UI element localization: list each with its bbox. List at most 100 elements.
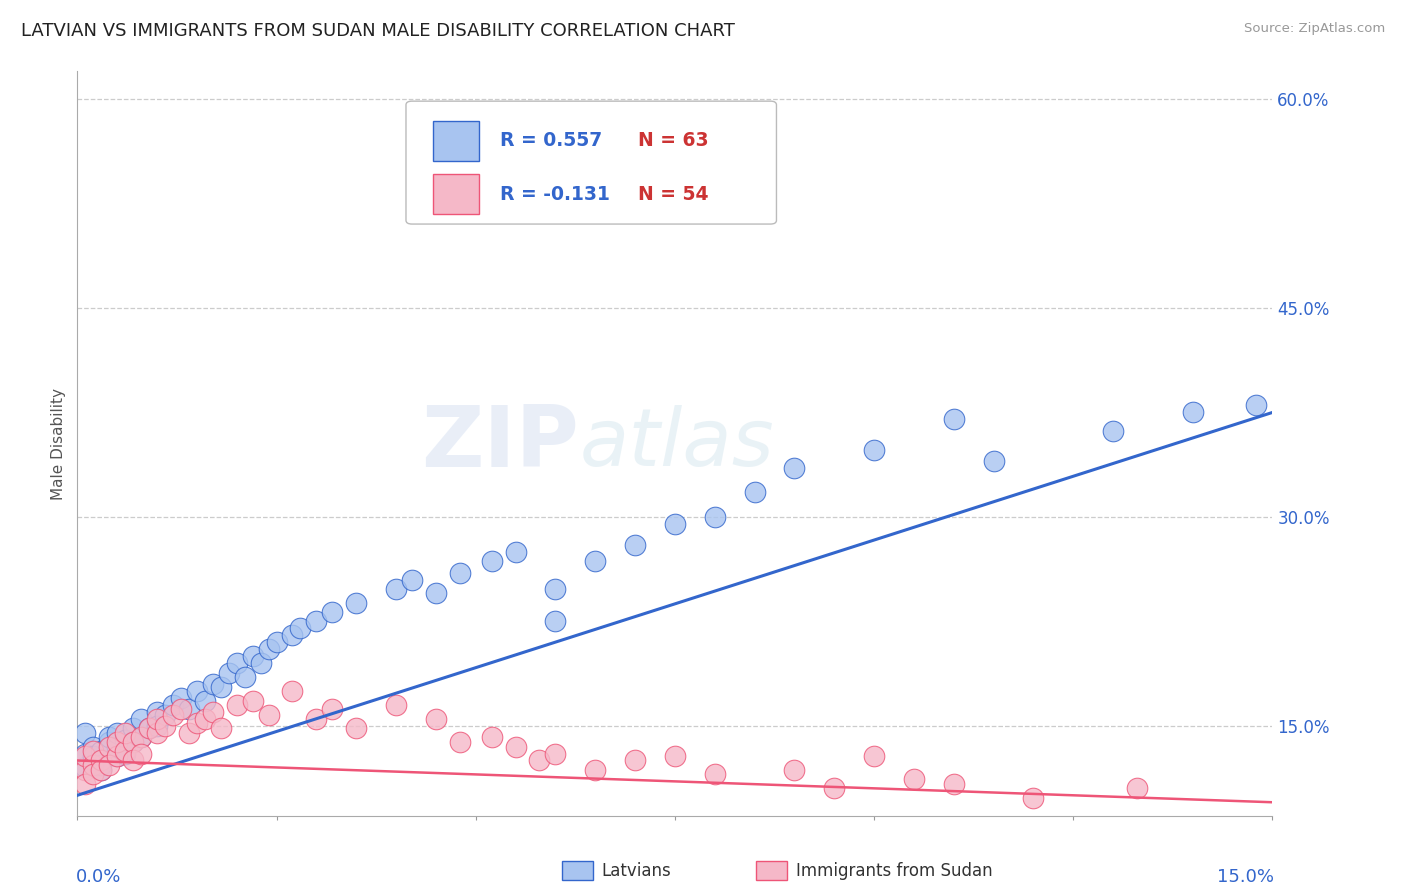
Point: [75, 760, 97, 774]
Point: [744, 484, 766, 499]
Point: [942, 412, 965, 426]
Text: atlas: atlas: [579, 405, 775, 483]
Point: [138, 722, 160, 736]
Text: Latvians: Latvians: [602, 862, 672, 880]
Text: LATVIAN VS IMMIGRANTS FROM SUDAN MALE DISABILITY CORRELATION CHART: LATVIAN VS IMMIGRANTS FROM SUDAN MALE DI…: [21, 22, 735, 40]
Point: [257, 707, 280, 722]
Point: [98, 739, 121, 754]
Point: [146, 712, 169, 726]
Point: [583, 554, 606, 568]
Point: [98, 757, 121, 772]
Point: [266, 635, 288, 649]
Point: [233, 670, 256, 684]
Point: [146, 725, 169, 739]
Text: 0.0%: 0.0%: [76, 868, 121, 887]
Point: [249, 656, 271, 670]
Text: Source: ZipAtlas.com: Source: ZipAtlas.com: [1244, 22, 1385, 36]
Point: [98, 735, 121, 749]
Point: [194, 693, 217, 707]
Point: [138, 722, 160, 736]
Point: [703, 509, 725, 524]
Point: [529, 754, 551, 768]
Point: [385, 582, 408, 597]
Text: R = 0.557: R = 0.557: [501, 131, 603, 150]
Point: [170, 702, 193, 716]
Point: [983, 454, 1005, 468]
Point: [449, 735, 471, 749]
Point: [257, 642, 280, 657]
Point: [903, 772, 925, 786]
Point: [544, 747, 567, 761]
Point: [281, 684, 304, 698]
Point: [82, 767, 104, 781]
Point: [90, 744, 112, 758]
Point: [664, 516, 686, 531]
Point: [129, 730, 152, 744]
Point: [122, 754, 145, 768]
Point: [177, 725, 200, 739]
Point: [75, 725, 97, 739]
Point: [201, 677, 224, 691]
Point: [90, 754, 112, 768]
Point: [75, 777, 97, 791]
Point: [863, 443, 886, 458]
Point: [344, 596, 367, 610]
Point: [385, 698, 408, 712]
Point: [401, 573, 423, 587]
Point: [583, 763, 606, 777]
Point: [90, 757, 112, 772]
Point: [105, 725, 128, 739]
FancyBboxPatch shape: [433, 174, 479, 214]
Point: [82, 749, 104, 764]
Point: [90, 763, 112, 777]
Point: [1126, 781, 1149, 796]
Text: ZIP: ZIP: [422, 402, 579, 485]
Point: [321, 605, 343, 619]
Point: [177, 702, 200, 716]
Point: [321, 702, 343, 716]
Point: [783, 461, 806, 475]
Point: [624, 538, 647, 552]
Point: [114, 725, 136, 739]
Point: [664, 749, 686, 764]
Point: [146, 719, 169, 733]
Point: [290, 621, 312, 635]
Point: [225, 656, 247, 670]
Point: [425, 712, 447, 726]
Point: [75, 749, 97, 764]
Point: [344, 722, 367, 736]
Point: [75, 763, 97, 777]
Point: [122, 735, 145, 749]
Text: N = 54: N = 54: [638, 185, 709, 203]
Point: [122, 722, 145, 736]
Text: R = -0.131: R = -0.131: [501, 185, 610, 203]
Point: [281, 628, 304, 642]
Point: [242, 693, 264, 707]
Point: [305, 712, 328, 726]
Point: [209, 680, 232, 694]
Point: [90, 763, 112, 777]
Point: [1022, 791, 1045, 805]
Text: Immigrants from Sudan: Immigrants from Sudan: [796, 862, 993, 880]
Text: 15.0%: 15.0%: [1216, 868, 1274, 887]
Point: [449, 566, 471, 580]
Point: [186, 715, 208, 730]
Point: [481, 730, 503, 744]
Point: [481, 554, 503, 568]
Point: [82, 739, 104, 754]
Point: [703, 767, 725, 781]
Point: [209, 722, 232, 736]
Point: [114, 744, 136, 758]
Point: [1246, 399, 1268, 413]
Point: [122, 735, 145, 749]
Point: [242, 649, 264, 664]
Point: [114, 747, 136, 761]
Point: [170, 690, 193, 705]
Point: [82, 757, 104, 772]
Point: [75, 747, 97, 761]
Point: [162, 698, 184, 712]
Point: [82, 754, 104, 768]
Point: [129, 747, 152, 761]
Point: [225, 698, 247, 712]
Text: N = 63: N = 63: [638, 131, 709, 150]
